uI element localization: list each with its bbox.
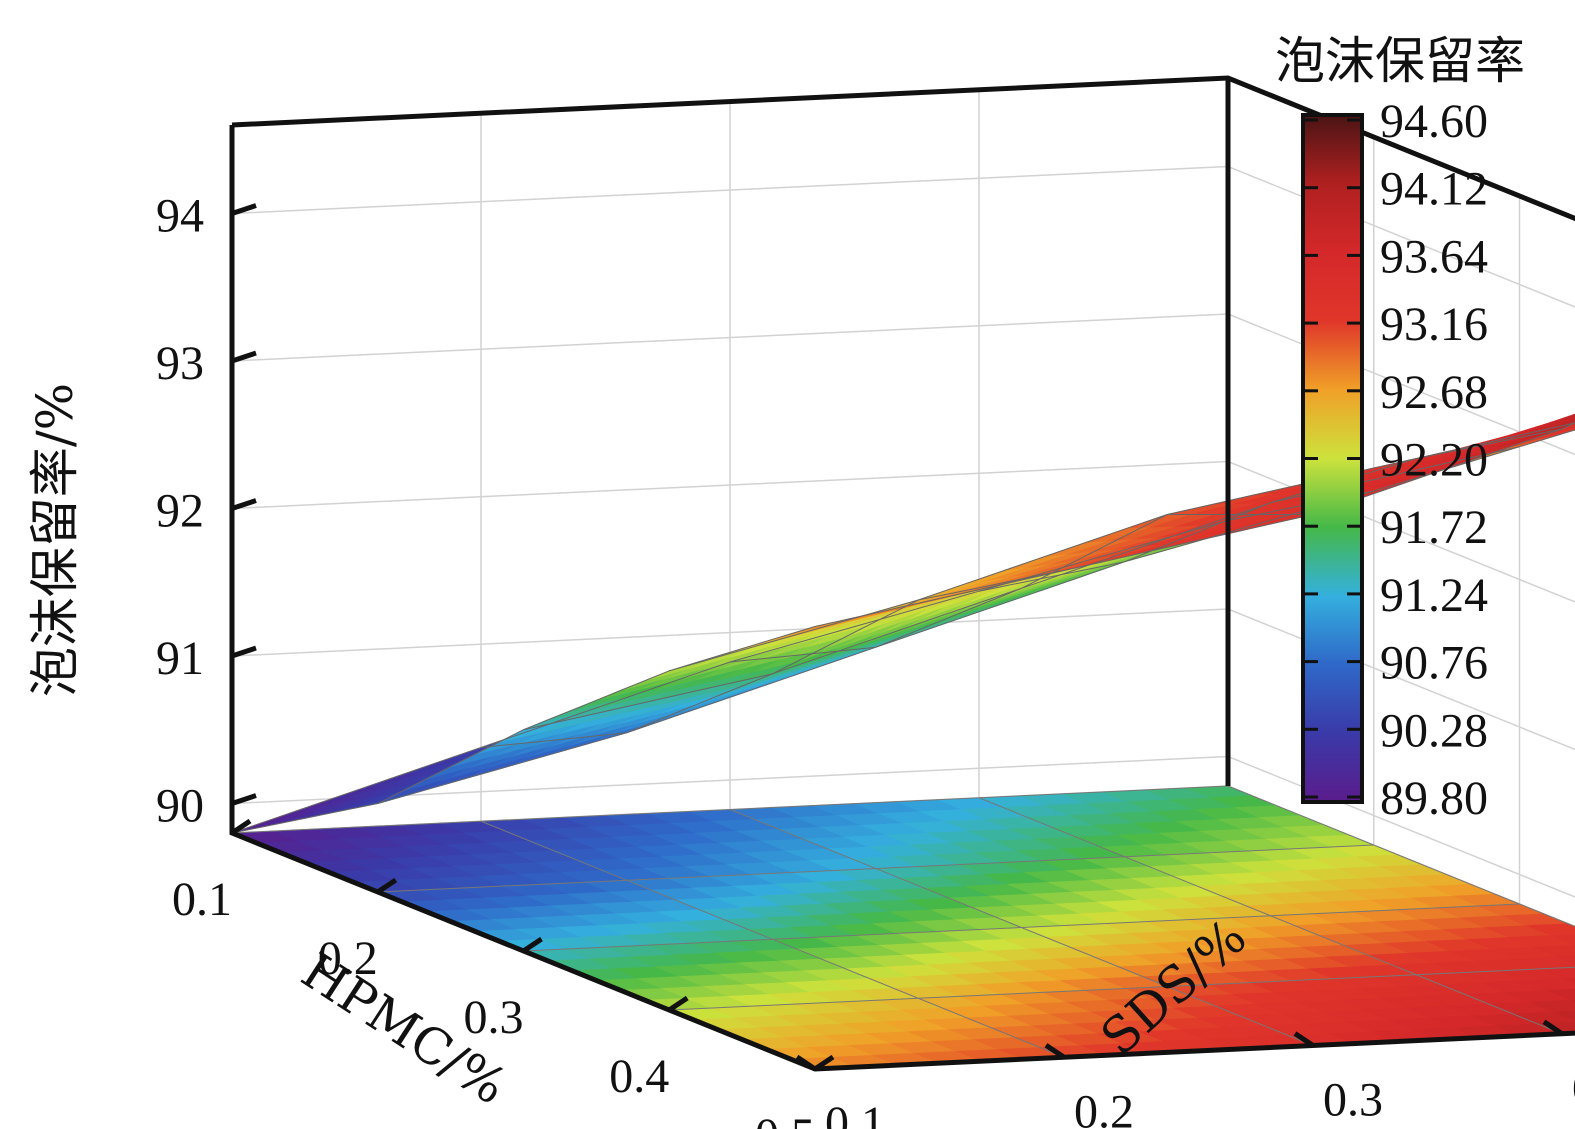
floor-cell (1516, 956, 1575, 970)
y-tick-label: 0.2 (1074, 1085, 1134, 1129)
colorbar-tick-label: 93.64 (1380, 230, 1488, 283)
colorbar-tick-label: 94.12 (1380, 163, 1488, 216)
z-tick (231, 645, 257, 659)
colorbar-ticks: 94.60 94.12 93.64 93.16 92.68 92.20 91.72 91.24… (1303, 95, 1488, 825)
surface-mesh-line (978, 428, 1563, 592)
z-tick (231, 203, 257, 216)
y-tick (795, 1054, 817, 1072)
y-tick (1542, 1019, 1564, 1036)
floor-cell (1547, 988, 1575, 1001)
z-tick-label: 91 (156, 632, 204, 685)
floor-cell (1526, 923, 1575, 936)
colorbar-tick-label: 91.72 (1380, 501, 1488, 554)
floor-mesh-line (669, 966, 1575, 1011)
surface-mesh-line (729, 514, 1313, 663)
colorbar-tick-label: 91.24 (1380, 569, 1488, 622)
x-tick-label: 0.2 (318, 932, 378, 985)
z-tick (231, 793, 257, 806)
floor-cell (1523, 978, 1575, 991)
y-tick-label: 0.1 (825, 1097, 885, 1129)
z-tick (231, 498, 257, 511)
x-tick-label: 0.5 (755, 1109, 815, 1129)
y-tick (1293, 1031, 1315, 1048)
colorbar-tick-label: 90.76 (1380, 637, 1488, 690)
z-tick-label: 94 (156, 190, 204, 243)
floor-cell (1554, 1010, 1575, 1021)
colorbar-tick-label: 90.28 (1380, 704, 1488, 757)
x-tick (230, 818, 252, 836)
y-tick-label: 0.4 (1572, 1062, 1575, 1115)
colorbar: 泡沫保留率 94.60 94.12 93.64 93.16 92.68 92.20 91.7… (1275, 32, 1525, 825)
z-axis-title: 泡沫保留率/% (26, 383, 84, 697)
surface-mesh-line (669, 422, 1575, 672)
colorbar-tick-label: 94.60 (1380, 95, 1488, 148)
x-tick-label: 0.4 (609, 1050, 669, 1103)
floor-contour-projection (231, 785, 1575, 1070)
floor-cell (1550, 934, 1575, 946)
floor-cell (1533, 945, 1575, 958)
colorbar-tick-label: 92.20 (1380, 434, 1488, 487)
floor-cell (1571, 999, 1575, 1002)
y-tick (1044, 1043, 1066, 1060)
surface-mesh (231, 413, 1575, 834)
z-tick-label: 90 (156, 780, 204, 833)
floor-mesh-line (729, 809, 1314, 1046)
z-tick-label: 92 (156, 485, 204, 538)
colorbar-tick-label: 89.80 (1380, 772, 1488, 825)
x-tick (813, 1054, 835, 1072)
y-tick-label: 0.3 (1323, 1074, 1383, 1127)
floor-cell (1564, 977, 1575, 984)
x-tick (376, 877, 398, 895)
floor-mesh-line (978, 797, 1563, 1035)
axis-ticks (230, 203, 1564, 1072)
x-tick (667, 995, 689, 1013)
colorbar-tick-label: 93.16 (1380, 298, 1488, 351)
x-tick-label: 0.3 (464, 991, 524, 1044)
x-tick-label: 0.1 (172, 873, 232, 926)
axis-line (231, 75, 1575, 222)
z-tick (231, 350, 257, 364)
colorbar-tick-label: 92.68 (1380, 366, 1488, 419)
z-tick-label: 93 (156, 337, 204, 390)
floor-cell (1557, 955, 1575, 965)
colorbar-title: 泡沫保留率 (1275, 32, 1525, 90)
floor-cell (1530, 999, 1575, 1013)
x-tick (522, 936, 543, 954)
floor-cell (1509, 935, 1575, 948)
floor-mesh-line (1227, 785, 1575, 928)
